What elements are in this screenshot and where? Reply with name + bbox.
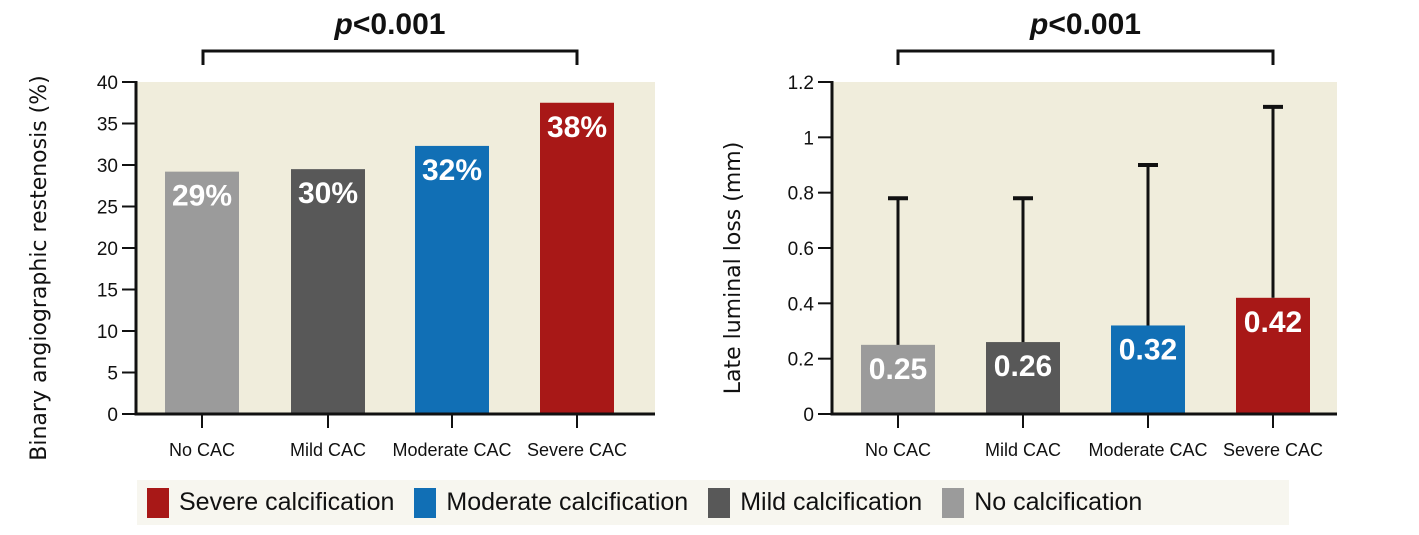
left-chart-p-symbol: p (334, 8, 353, 41)
left-chart-bar-no-cac (165, 171, 239, 414)
legend-label-mild: Mild calcification (740, 488, 923, 516)
right-chart-p-value-annotation: p<0.001 (1029, 8, 1141, 41)
right-chart-y-tick-label: 1 (803, 128, 814, 149)
right-chart-data-label-no-cac: 0.25 (869, 353, 927, 386)
right-chart-y-tick-label: 0 (803, 405, 814, 426)
right-chart-y-tick-label: 0.2 (788, 350, 814, 371)
legend-item-severe: Severe calcification (147, 487, 395, 518)
left-chart-y-tick-label: 35 (97, 115, 118, 136)
left-chart-y-tick-label: 0 (107, 405, 118, 426)
right-chart-significance-bracket (896, 49, 1275, 65)
left-chart-significance-bracket (201, 49, 579, 65)
legend-label-none: No calcification (974, 488, 1143, 516)
right-chart-p-symbol: p (1029, 8, 1048, 41)
right-chart-p-threshold: <0.001 (1048, 8, 1141, 41)
left-chart-data-label-no-cac: 29% (172, 180, 232, 213)
left-chart-y-tick-label: 5 (107, 364, 118, 385)
right-chart-bar-no-cac (861, 344, 935, 414)
left-chart-x-tick-label-no-cac: No CAC (169, 440, 235, 460)
right-chart-bar-mild-cac (986, 342, 1060, 414)
left-chart-y-tick-label: 25 (97, 198, 118, 219)
left-chart-bar-mild-cac (291, 169, 365, 414)
left-chart-y-axis-label: Binary angiographic restenosis (%) (27, 75, 52, 460)
right-chart-data-label-moderate-cac: 0.32 (1119, 333, 1177, 366)
left-chart-y-tick-label: 15 (97, 281, 118, 302)
legend-swatch-mild (708, 487, 731, 518)
right-chart-y-tick-label: 0.4 (788, 294, 815, 315)
right-chart-x-tick-label-no-cac: No CAC (865, 440, 931, 460)
legend-label-moderate: Moderate calcification (446, 488, 689, 516)
left-chart-p-value-annotation: p<0.001 (334, 8, 446, 41)
left-chart-y-tick-label: 10 (97, 322, 118, 343)
right-chart-data-label-mild-cac: 0.26 (994, 350, 1052, 383)
left-chart-x-tick-label-severe-cac: Severe CAC (527, 440, 627, 460)
right-chart-y-tick-label: 1.2 (788, 73, 814, 94)
right-chart-x-tick-label-moderate-cac: Moderate CAC (1088, 440, 1207, 460)
left-chart-x-tick-label-moderate-cac: Moderate CAC (392, 440, 511, 460)
legend-swatch-moderate (414, 487, 437, 518)
left-chart-x-tick-label-mild-cac: Mild CAC (290, 440, 366, 460)
right-chart-y-tick-label: 0.8 (788, 184, 814, 205)
legend: Severe calcification Moderate calcificat… (137, 480, 1289, 525)
left-chart-y-tick-label: 20 (97, 239, 118, 260)
left-chart-y-tick-label: 40 (97, 73, 118, 94)
right-chart-data-label-severe-cac: 0.42 (1244, 306, 1302, 339)
left-chart-data-label-moderate-cac: 32% (422, 154, 482, 187)
left-chart-y-tick-label: 30 (97, 156, 118, 177)
legend-item-none: No calcification (942, 487, 1143, 518)
legend-item-mild: Mild calcification (708, 487, 923, 518)
right-chart-y-axis-label: Late luminal loss (mm) (721, 142, 746, 395)
left-chart-data-label-severe-cac: 38% (547, 111, 607, 144)
right-chart-bar-severe-cac (1236, 297, 1310, 414)
right-chart-x-tick-label-severe-cac: Severe CAC (1223, 440, 1323, 460)
right-chart-bar-moderate-cac (1111, 325, 1185, 414)
legend-swatch-severe (147, 487, 169, 518)
left-chart-bar-moderate-cac (415, 145, 489, 414)
right-chart-x-tick-label-mild-cac: Mild CAC (985, 440, 1061, 460)
legend-item-moderate: Moderate calcification (414, 487, 689, 518)
legend-label-severe: Severe calcification (179, 488, 395, 516)
left-chart-data-label-mild-cac: 30% (298, 177, 358, 210)
legend-swatch-none (942, 487, 965, 518)
left-chart-bar-severe-cac (540, 102, 614, 414)
right-chart-y-tick-label: 0.6 (788, 239, 814, 260)
left-chart-p-threshold: <0.001 (353, 8, 446, 41)
